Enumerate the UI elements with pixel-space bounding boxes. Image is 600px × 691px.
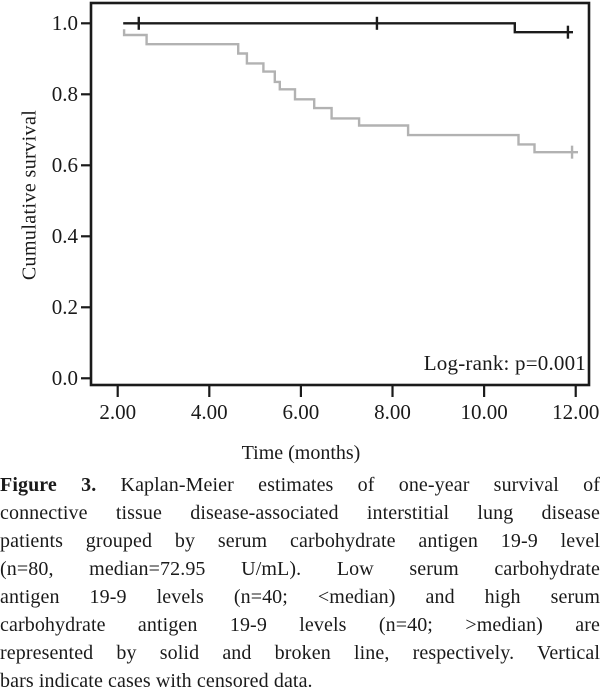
y-axis-title: Cumulative survival <box>18 109 41 281</box>
caption-line-7: represented by solid and broken line, re… <box>0 642 600 664</box>
y-tick-label: 0.6 <box>51 153 78 178</box>
x-tick-label: 8.00 <box>374 400 411 424</box>
kaplan-meier-chart: Cumulative survival Log-rank: p=0.001 Ti… <box>18 1 600 464</box>
survival-curve-1 <box>123 22 573 34</box>
caption-line-6: carbohydrate antigen 19-9 levels (n=40; … <box>0 614 600 636</box>
caption-line-4: (n=80, median=72.95 U/mL). Low serum car… <box>0 558 600 580</box>
survival-curve-2 <box>122 29 578 154</box>
log-rank-annotation: Log-rank: p=0.001 <box>423 351 586 375</box>
x-tick-label: 10.00 <box>460 400 508 424</box>
x-tick-label: 4.00 <box>190 400 228 424</box>
km-plot-canvas <box>81 1 591 397</box>
x-axis-title: Time (months) <box>241 442 361 464</box>
y-tick-label: 1.0 <box>51 11 78 36</box>
y-tick-label: 0.4 <box>51 224 78 249</box>
y-tick-label: 0.0 <box>51 366 78 391</box>
x-tick-label: 12.00 <box>552 400 600 424</box>
caption-line-1-text: Kaplan-Meier estimates of one-year survi… <box>120 474 600 496</box>
caption-line-3: patients grouped by serum carbohydrate a… <box>0 530 600 552</box>
plot-frame <box>89 1 591 387</box>
y-tick-label: 0.2 <box>51 295 78 320</box>
caption-line-5: antigen 19-9 levels (n=40; <median) and … <box>0 586 600 608</box>
caption-line-2: connective tissue disease-associated int… <box>0 502 600 524</box>
y-tick-label: 0.8 <box>51 82 78 107</box>
x-tick-label: 2.00 <box>99 400 137 424</box>
caption-line-1: Figure 3. Kaplan-Meier estimates of one-… <box>0 471 600 499</box>
caption-line-8: bars indicate cases with censored data. <box>0 670 313 691</box>
x-tick-label: 6.00 <box>282 400 320 424</box>
figure-caption: Figure 3. Kaplan-Meier estimates of one-… <box>0 471 600 691</box>
figure-label: Figure 3. <box>0 474 97 496</box>
